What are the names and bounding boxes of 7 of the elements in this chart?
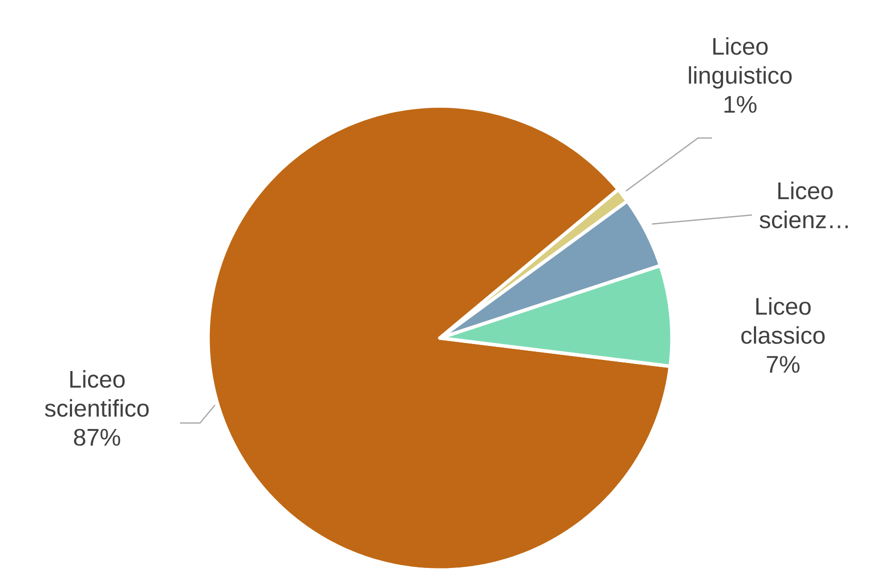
slice-label: Liceo classico — [741, 297, 825, 344]
data-label: 87% — [74, 428, 120, 446]
data-label: 1% — [724, 96, 756, 113]
slice-label: Liceo scienz… — [760, 182, 848, 228]
data-label: 7% — [766, 356, 800, 373]
slice-label: Liceo linguistico — [688, 37, 792, 89]
slice-label: Liceo scientifico — [44, 370, 149, 417]
